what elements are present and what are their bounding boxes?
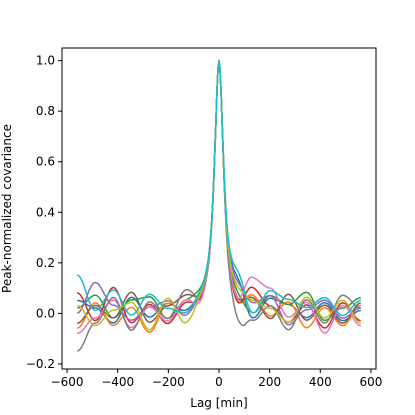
series-line [76, 59, 361, 329]
x-axis-ticks: −600 −400 −200 0 200 400 600 [51, 369, 382, 389]
y-tick-label: 0.0 [36, 306, 55, 320]
y-axis-label: Peak-normalized covariance [0, 124, 14, 293]
x-tick-label: 0 [215, 375, 223, 389]
series-line [76, 59, 361, 326]
series-line [77, 59, 361, 335]
plot-lines [76, 59, 361, 352]
y-tick-label: −0.2 [26, 357, 55, 371]
x-tick-label: 600 [359, 375, 382, 389]
y-tick-label: 0.2 [36, 256, 55, 270]
series-line [77, 59, 361, 333]
x-tick-label: −400 [101, 375, 134, 389]
series-line [77, 59, 361, 331]
x-tick-label: 400 [309, 375, 332, 389]
x-axis-label: Lag [min] [190, 396, 247, 410]
x-tick-label: −200 [152, 375, 185, 389]
series-line [77, 59, 361, 324]
x-tick-label: 200 [258, 375, 281, 389]
series-line [77, 59, 361, 322]
x-tick-label: −600 [51, 375, 84, 389]
y-tick-label: 0.6 [36, 155, 55, 169]
y-axis-ticks: −0.2 0.0 0.2 0.4 0.6 0.8 1.0 [26, 54, 62, 371]
y-tick-label: 1.0 [36, 54, 55, 68]
y-tick-label: 0.4 [36, 205, 55, 219]
series-line [77, 59, 361, 324]
y-tick-label: 0.8 [36, 104, 55, 118]
series-line [76, 59, 361, 317]
